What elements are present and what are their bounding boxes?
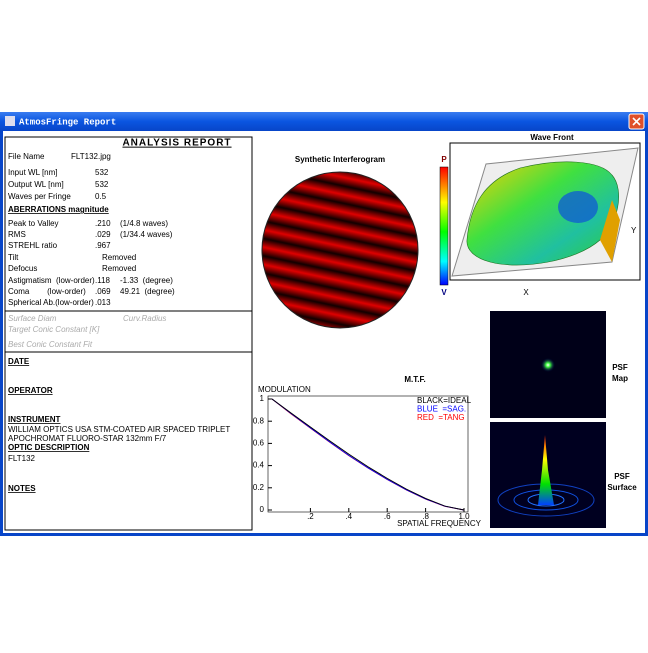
field-label: Tilt bbox=[8, 253, 19, 262]
field-value: (1/34.4 waves) bbox=[120, 230, 173, 239]
x-tick-label: .2 bbox=[307, 512, 314, 521]
panel-title: Wave Front bbox=[530, 133, 574, 142]
notes-text: FLT132 bbox=[8, 454, 36, 463]
y-tick-label: 0 bbox=[260, 505, 265, 514]
plot-frame bbox=[267, 395, 469, 513]
notes-heading: INSTRUMENT bbox=[8, 415, 61, 424]
notes-text: WILLIAM OPTICS USA STM-COATED AIR SPACED… bbox=[8, 425, 230, 434]
wavefront-low bbox=[558, 191, 598, 223]
axis-label: Y bbox=[631, 226, 637, 235]
notes-box bbox=[4, 351, 253, 531]
notes-heading: OPTIC DESCRIPTION bbox=[8, 443, 90, 452]
y-axis-title: MODULATION bbox=[258, 385, 311, 394]
notes-heading: NOTES bbox=[8, 484, 36, 493]
y-tick-label: 0.4 bbox=[253, 461, 265, 470]
field-value: .210 bbox=[95, 219, 111, 228]
psf-label: Map bbox=[612, 374, 628, 383]
scale-label: V bbox=[441, 288, 447, 297]
field-label: Peak to Valley bbox=[8, 219, 59, 228]
scale-label: P bbox=[441, 155, 447, 164]
x-tick-label: 1.0 bbox=[458, 512, 470, 521]
window-title: AtmosFringe Report bbox=[19, 117, 116, 127]
field-label: Output WL [nm] bbox=[8, 180, 64, 189]
chart-title: M.T.F. bbox=[404, 375, 425, 384]
legend-entry: BLUE =SAG. bbox=[417, 405, 466, 414]
section-heading: ABERRATIONS magnitude bbox=[8, 205, 109, 214]
field-label: Coma (low-order) bbox=[8, 287, 86, 296]
color-scale bbox=[439, 166, 449, 286]
field-label: Waves per Fringe bbox=[8, 192, 71, 201]
psf-images bbox=[490, 311, 606, 528]
psf-label: PSF bbox=[612, 363, 628, 372]
field-value: 0.5 bbox=[95, 192, 107, 201]
fringe-image bbox=[262, 172, 418, 328]
field-value: (1/4.8 waves) bbox=[120, 219, 168, 228]
y-tick-label: 0.2 bbox=[253, 483, 265, 492]
psf-spot bbox=[541, 358, 555, 372]
field-label: File Name bbox=[8, 152, 45, 161]
y-tick-label: 0.6 bbox=[253, 439, 265, 448]
notes-text: APOCHROMAT FLUORO-STAR 132mm F/7 bbox=[8, 434, 167, 443]
field-value: 532 bbox=[95, 180, 109, 189]
field-value: -1.33 (degree) bbox=[120, 276, 173, 285]
legend-entry: BLACK=IDEAL bbox=[417, 396, 472, 405]
field-label: Input WL [nm] bbox=[8, 168, 58, 177]
psf-label: PSF bbox=[614, 472, 630, 481]
y-tick-label: 1 bbox=[260, 394, 265, 403]
notes-heading: DATE bbox=[8, 357, 30, 366]
conic-field: Best Conic Constant Fit bbox=[8, 340, 93, 349]
field-value: Removed bbox=[102, 264, 136, 273]
fringe-outline bbox=[261, 171, 419, 329]
field-value: .013 bbox=[95, 298, 111, 307]
x-axis-title: SPATIAL FREQUENCY bbox=[397, 519, 482, 528]
psf-label: Surface bbox=[607, 483, 637, 492]
conic-field: Curv.Radius bbox=[123, 314, 166, 323]
panel-title: Synthetic Interferogram bbox=[295, 155, 385, 164]
wavefront-edge bbox=[600, 200, 620, 262]
field-value: FLT132.jpg bbox=[71, 152, 111, 161]
interferogram bbox=[261, 166, 449, 329]
wavefront-surface bbox=[466, 161, 619, 266]
conic-field: Target Conic Constant [K] bbox=[8, 325, 100, 334]
y-tick-label: 0.8 bbox=[253, 416, 265, 425]
legend-entry: RED =TANG bbox=[417, 413, 465, 422]
field-label: Astigmatism (low-order) bbox=[8, 276, 95, 285]
x-tick-label: .4 bbox=[345, 512, 352, 521]
field-value: Removed bbox=[102, 253, 136, 262]
wavefront-plot bbox=[449, 142, 641, 281]
conic-field: Surface Diam bbox=[8, 314, 57, 323]
field-label: Defocus bbox=[8, 264, 37, 273]
field-value: .069 bbox=[95, 287, 111, 296]
title-bar[interactable] bbox=[0, 112, 648, 131]
field-value: .029 bbox=[95, 230, 111, 239]
field-label: Spherical Ab.(low-order) bbox=[8, 298, 94, 307]
field-label: STREHL ratio bbox=[8, 241, 58, 250]
field-value: .967 bbox=[95, 241, 111, 250]
field-label: RMS bbox=[8, 230, 26, 239]
x-tick-label: .8 bbox=[422, 512, 429, 521]
psf-spike bbox=[538, 435, 554, 505]
notes-heading: OPERATOR bbox=[8, 386, 53, 395]
axis-label: X bbox=[523, 288, 529, 297]
mtf-line bbox=[271, 398, 465, 511]
field-value: .118 bbox=[95, 276, 111, 285]
app-icon bbox=[5, 116, 15, 126]
field-value: 532 bbox=[95, 168, 109, 177]
report-title: ANALYSIS REPORT bbox=[122, 138, 231, 149]
field-value: 49.21 (degree) bbox=[120, 287, 175, 296]
close-button[interactable] bbox=[628, 113, 645, 130]
x-tick-label: .6 bbox=[384, 512, 391, 521]
